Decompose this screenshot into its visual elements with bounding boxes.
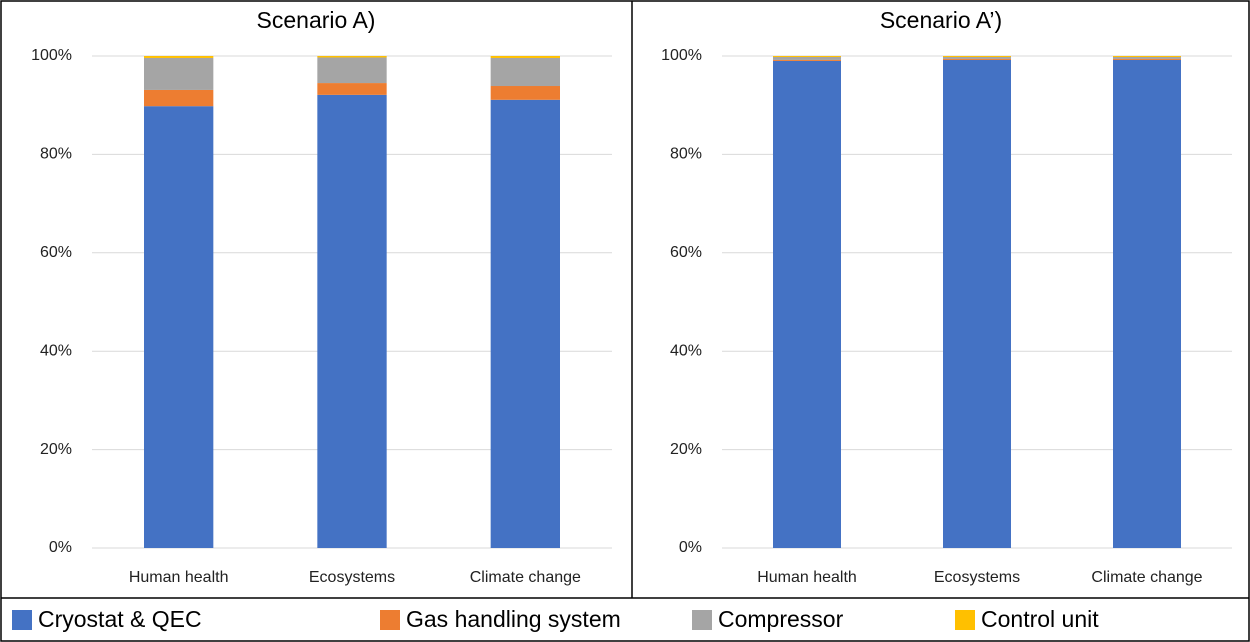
- chart-title: Scenario A): [257, 7, 376, 33]
- bar-segment: [1113, 58, 1181, 60]
- x-tick-label: Ecosystems: [309, 569, 395, 586]
- y-tick-label: 0%: [679, 539, 702, 556]
- legend-label: Gas handling system: [406, 606, 621, 632]
- bar-segment: [773, 56, 841, 57]
- legend-swatch: [12, 610, 32, 630]
- bar-segment: [1113, 59, 1181, 548]
- bar-segment: [490, 86, 560, 100]
- legend-label: Control unit: [981, 606, 1099, 632]
- bar-segment: [943, 58, 1011, 60]
- chart-title: Scenario A’): [880, 7, 1002, 33]
- y-tick-label: 60%: [670, 244, 702, 261]
- bar-segment: [1113, 56, 1181, 57]
- bar-segment: [943, 56, 1011, 59]
- y-tick-label: 40%: [40, 342, 72, 359]
- x-tick-label: Human health: [129, 569, 229, 586]
- bar-segment: [773, 59, 841, 61]
- y-tick-label: 100%: [661, 47, 702, 64]
- bar-segment: [490, 57, 560, 87]
- x-tick-label: Climate change: [470, 569, 581, 586]
- bar-segment: [1113, 56, 1181, 59]
- x-tick-label: Climate change: [1091, 569, 1202, 586]
- y-tick-label: 20%: [40, 441, 72, 458]
- y-tick-label: 80%: [670, 146, 702, 163]
- bar-segment: [317, 56, 387, 58]
- y-tick-label: 40%: [670, 342, 702, 359]
- y-tick-label: 0%: [49, 539, 72, 556]
- legend-label: Compressor: [718, 606, 844, 632]
- legend-swatch: [692, 610, 712, 630]
- legend-swatch: [380, 610, 400, 630]
- bar-segment: [773, 56, 841, 60]
- bar-segment: [773, 60, 841, 549]
- x-tick-label: Human health: [757, 569, 857, 586]
- bar-segment: [317, 57, 387, 84]
- y-tick-label: 100%: [31, 47, 72, 64]
- y-tick-label: 80%: [40, 146, 72, 163]
- bar-segment: [490, 56, 560, 58]
- y-tick-label: 60%: [40, 244, 72, 261]
- bar-segment: [144, 56, 214, 58]
- bar-segment: [943, 56, 1011, 57]
- legend-label: Cryostat & QEC: [38, 606, 202, 632]
- bar-segment: [317, 94, 387, 549]
- legend-swatch: [955, 610, 975, 630]
- bar-segment: [144, 106, 214, 549]
- bar-segment: [144, 57, 214, 90]
- bar-segment: [943, 59, 1011, 548]
- bar-segment: [144, 89, 214, 107]
- bar-segment: [317, 83, 387, 95]
- bar-segment: [490, 99, 560, 549]
- y-tick-label: 20%: [670, 441, 702, 458]
- x-tick-label: Ecosystems: [934, 569, 1020, 586]
